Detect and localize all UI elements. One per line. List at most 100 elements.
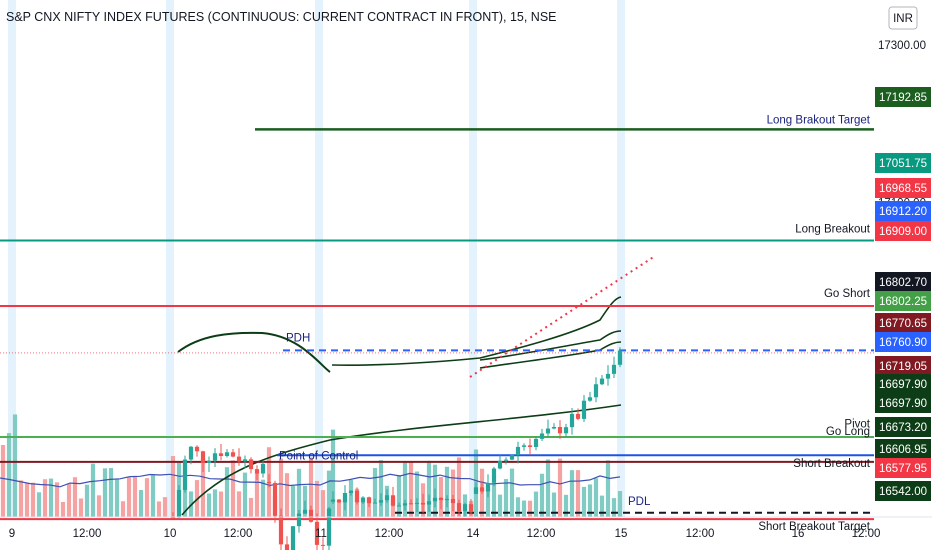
- volume-bar: [533, 491, 539, 517]
- volume-bar: [605, 460, 611, 517]
- candle-body[interactable]: [551, 426, 557, 429]
- volume-bar: [278, 458, 284, 517]
- candle-body[interactable]: [236, 456, 242, 462]
- candle-body[interactable]: [587, 397, 593, 401]
- candle-body[interactable]: [420, 502, 426, 505]
- candle-body[interactable]: [272, 482, 278, 516]
- candle-body[interactable]: [230, 452, 236, 457]
- candle-body[interactable]: [414, 502, 420, 504]
- candle-body[interactable]: [599, 378, 605, 385]
- candle-body[interactable]: [402, 503, 408, 506]
- candle-body[interactable]: [485, 482, 491, 492]
- candle-body[interactable]: [444, 499, 450, 501]
- candle-body[interactable]: [302, 509, 308, 514]
- candle-body[interactable]: [248, 459, 254, 470]
- time-tick-label: 9: [9, 528, 15, 540]
- candle-body[interactable]: [509, 454, 515, 460]
- candle-body[interactable]: [260, 463, 266, 474]
- candle-body[interactable]: [308, 509, 314, 522]
- candle-body[interactable]: [188, 446, 194, 460]
- candle-body[interactable]: [182, 459, 188, 490]
- candle-body[interactable]: [527, 445, 533, 447]
- candle-body[interactable]: [336, 499, 342, 503]
- candle-body[interactable]: [296, 513, 302, 527]
- candle-body[interactable]: [438, 497, 444, 501]
- candle-body[interactable]: [372, 502, 378, 504]
- candle-body[interactable]: [384, 495, 390, 501]
- candle-body[interactable]: [408, 503, 414, 505]
- price-tag: [875, 417, 931, 437]
- candle-body[interactable]: [170, 517, 176, 519]
- candle-body[interactable]: [396, 505, 402, 507]
- candle-body[interactable]: [432, 497, 438, 502]
- candle-body[interactable]: [218, 453, 224, 457]
- candle-body[interactable]: [581, 400, 587, 419]
- candle-body[interactable]: [521, 445, 527, 447]
- candle-body[interactable]: [284, 544, 290, 550]
- candle-body[interactable]: [617, 350, 623, 365]
- price-tag-label: 16770.65: [879, 318, 927, 330]
- candle-body[interactable]: [200, 451, 206, 464]
- price-tick-label: 17300.00: [878, 40, 926, 52]
- candle-body[interactable]: [462, 504, 468, 512]
- candle-body[interactable]: [450, 499, 456, 504]
- candle-body[interactable]: [378, 500, 384, 503]
- volume-bar: [360, 501, 366, 517]
- candle-body[interactable]: [224, 452, 230, 457]
- candle-body[interactable]: [611, 364, 617, 374]
- candle-body[interactable]: [366, 497, 372, 504]
- candle-body[interactable]: [569, 413, 575, 428]
- candle-body[interactable]: [426, 501, 432, 505]
- candle-body[interactable]: [503, 459, 509, 461]
- candle-body[interactable]: [242, 459, 248, 462]
- candle-body[interactable]: [575, 413, 581, 419]
- candle-body[interactable]: [557, 426, 563, 434]
- currency-label[interactable]: INR: [893, 13, 913, 25]
- price-tag-label: 16542.00: [879, 486, 927, 498]
- time-tick-label: 15: [615, 528, 628, 540]
- volume-bar: [290, 485, 296, 517]
- candle-body[interactable]: [468, 504, 474, 513]
- candle-body[interactable]: [497, 460, 503, 469]
- candle-body[interactable]: [354, 490, 360, 503]
- candle-body[interactable]: [539, 433, 545, 439]
- candle-body[interactable]: [473, 487, 479, 494]
- candle-body[interactable]: [563, 427, 569, 434]
- candle-body[interactable]: [593, 384, 599, 398]
- candle-body[interactable]: [390, 495, 396, 506]
- candle-body[interactable]: [326, 508, 332, 546]
- candle-body[interactable]: [290, 526, 296, 550]
- candle-body[interactable]: [479, 487, 485, 492]
- candle-body[interactable]: [605, 373, 611, 379]
- candle-body[interactable]: [545, 428, 551, 434]
- candle-body[interactable]: [206, 460, 212, 464]
- volume-bar: [539, 473, 545, 517]
- candle-body[interactable]: [348, 490, 354, 494]
- candle-body[interactable]: [533, 438, 539, 447]
- session-band: [166, 0, 174, 517]
- candle-body[interactable]: [491, 468, 497, 483]
- volume-bar: [144, 478, 150, 517]
- volume-bar: [326, 470, 332, 517]
- candle-body[interactable]: [314, 521, 320, 545]
- price-tag-label: 16802.25: [879, 296, 927, 308]
- candle-body[interactable]: [330, 499, 336, 502]
- volume-bar: [24, 483, 30, 517]
- time-tick-label: 12:00: [73, 528, 102, 540]
- candle-body[interactable]: [176, 489, 182, 518]
- level-label: Short Breakout: [793, 458, 871, 470]
- candlesticks[interactable]: [170, 347, 623, 550]
- candle-body[interactable]: [254, 469, 260, 474]
- candle-body[interactable]: [194, 446, 200, 452]
- candle-body[interactable]: [212, 453, 218, 461]
- candle-body[interactable]: [278, 515, 284, 545]
- candle-body[interactable]: [342, 493, 348, 503]
- candle-body[interactable]: [360, 497, 366, 503]
- currency-button[interactable]: [888, 6, 918, 30]
- candle-body[interactable]: [266, 482, 272, 484]
- candle-body[interactable]: [456, 503, 462, 512]
- candle-body[interactable]: [320, 544, 326, 546]
- volume-bar: [545, 459, 551, 517]
- candle-body[interactable]: [515, 446, 521, 455]
